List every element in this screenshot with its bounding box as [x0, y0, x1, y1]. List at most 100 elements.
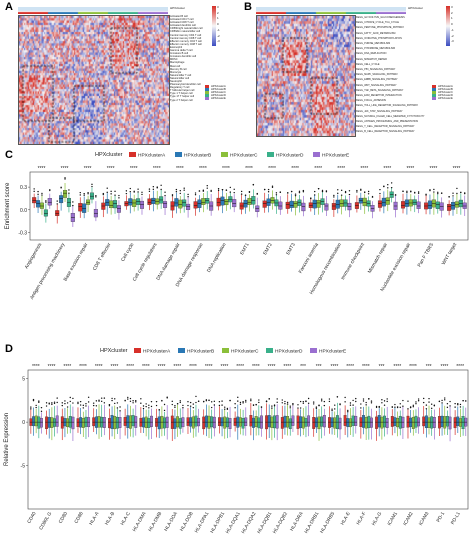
outlier-point — [290, 190, 293, 193]
box — [375, 416, 378, 429]
box — [377, 415, 381, 428]
significance-label: **** — [453, 166, 461, 172]
significance-label: **** — [173, 364, 181, 370]
outlier-point — [271, 185, 274, 187]
box — [377, 200, 382, 208]
outlier-point — [56, 397, 58, 399]
outlier-point — [383, 404, 386, 406]
legend-label: HPXclusterE — [319, 349, 346, 355]
outlier-point — [379, 192, 381, 195]
box — [333, 417, 337, 429]
outlier-point — [217, 187, 220, 190]
outlier-point — [187, 404, 189, 407]
box — [178, 418, 182, 429]
outlier-point — [287, 192, 289, 194]
heatmap-row-label: -2 — [451, 33, 454, 38]
outlier-point — [394, 406, 396, 408]
outlier-point — [87, 193, 89, 195]
outlier-point — [365, 404, 367, 406]
box — [201, 198, 206, 205]
outlier-point — [218, 401, 221, 403]
outlier-point — [37, 193, 39, 196]
outlier-point — [444, 397, 446, 399]
heatmap-row-label: 3 — [217, 5, 219, 9]
outlier-point — [79, 400, 82, 403]
box — [78, 203, 83, 212]
y-tick-label: 0.0 — [20, 208, 27, 214]
outlier-point — [333, 196, 335, 198]
x-tick-label: HLA-DMA — [132, 510, 148, 532]
x-tick-label: Fanconi anemia — [298, 242, 320, 275]
x-tick-label: HLA-DMB — [147, 511, 163, 533]
box — [445, 415, 449, 427]
box — [50, 417, 54, 428]
outlier-point — [323, 400, 326, 403]
outlier-point — [171, 403, 173, 406]
significance-label: **** — [245, 166, 253, 172]
legend-label: HPXclusterC — [230, 153, 258, 159]
x-tick-label: HLA-DOA — [163, 510, 179, 532]
box — [151, 197, 156, 205]
legend-title: HPXcluster — [95, 152, 123, 158]
legend-swatch — [205, 91, 209, 94]
outlier-point — [45, 402, 48, 404]
box — [84, 416, 88, 427]
heatmap-b-annotation-title: HPXcluster — [408, 6, 424, 10]
outlier-point — [87, 192, 89, 194]
outlier-point — [226, 408, 229, 410]
outlier-point — [248, 191, 251, 194]
heatmap-a-row-labels: Activated B cell Activated CD4 T cell Acti… — [170, 15, 202, 102]
significance-label: **** — [430, 166, 438, 172]
outlier-point — [60, 186, 62, 189]
outlier-point — [437, 192, 439, 195]
outlier-point — [198, 190, 201, 192]
box — [280, 417, 284, 429]
panel-a-letter: A — [5, 1, 13, 13]
outlier-point — [221, 404, 223, 406]
heatmap-a-legend: HPXclusterA HPXclusterB HPXclusterC HPXclus… — [205, 85, 226, 100]
outlier-point — [179, 190, 181, 192]
box — [335, 199, 340, 209]
outlier-point — [454, 402, 456, 405]
outlier-point — [82, 404, 85, 407]
outlier-point — [45, 201, 47, 203]
outlier-point — [79, 191, 81, 194]
outlier-point — [417, 191, 420, 193]
box — [390, 416, 394, 427]
outlier-point — [317, 187, 320, 190]
box — [317, 416, 321, 430]
heatmap-row-label: -2 — [217, 33, 220, 38]
box — [147, 198, 152, 205]
outlier-point — [328, 400, 331, 403]
outlier-point — [438, 400, 441, 403]
heatmap-row-label: KEGG_DNA_REPLICATION — [356, 52, 387, 56]
outlier-point — [315, 406, 318, 408]
significance-label: **** — [252, 364, 260, 370]
outlier-point — [365, 401, 367, 404]
outlier-point — [344, 401, 346, 403]
box — [228, 418, 232, 430]
box — [123, 417, 127, 426]
outlier-point — [127, 398, 129, 400]
outlier-point — [103, 397, 106, 399]
box — [435, 201, 440, 209]
legend-label: HPXclusterC — [231, 349, 259, 355]
heatmap-row-label: -1 — [451, 27, 454, 32]
box — [254, 416, 258, 427]
outlier-point — [460, 191, 462, 194]
significance-label: **** — [409, 364, 417, 370]
outlier-point — [256, 192, 258, 195]
significance-label: **** — [362, 364, 370, 370]
significance-label: **** — [236, 364, 244, 370]
outlier-point — [289, 407, 291, 409]
outlier-point — [425, 404, 428, 406]
heatmap-a-grid — [18, 15, 170, 145]
box — [275, 415, 279, 429]
box — [380, 416, 384, 429]
box — [224, 199, 229, 206]
outlier-point — [414, 191, 416, 194]
outlier-point — [30, 408, 32, 410]
outlier-point — [297, 404, 299, 406]
outlier-point — [360, 407, 362, 409]
box — [285, 201, 290, 209]
